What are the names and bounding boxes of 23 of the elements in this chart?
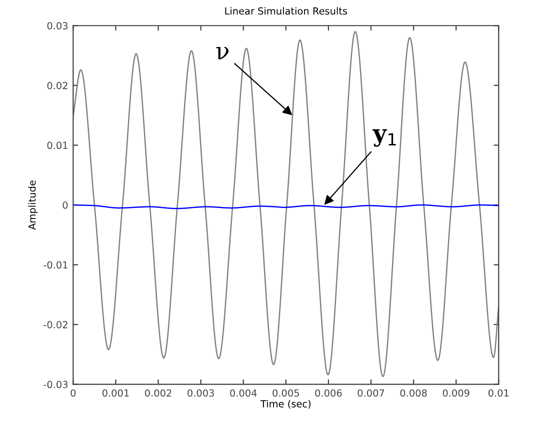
y-axis-title: Amplitude <box>28 180 38 230</box>
chart-title: Linear Simulation Results <box>225 7 348 15</box>
x-tick-label: 0.01 <box>488 389 509 397</box>
annotation: y$_{1}$ <box>372 129 396 147</box>
x-tick-label: 0.002 <box>144 389 172 397</box>
x-tick-label: 0.007 <box>358 389 384 397</box>
x-tick-label: 0.004 <box>230 389 257 397</box>
x-tick-label: 0.001 <box>102 389 129 397</box>
x-tick-label: 0.003 <box>188 389 214 397</box>
x-tick-label: 0.005 <box>272 389 299 397</box>
x-tick-label: 0.008 <box>400 389 427 397</box>
y-tick-label: -0.03 <box>44 380 68 388</box>
x-tick-label: 0 <box>70 389 76 397</box>
x-axis-title: Time (sec) <box>260 400 310 409</box>
y-tick-label: 0.03 <box>47 22 68 30</box>
y-tick-label: 0.01 <box>47 142 68 150</box>
y-tick-label: -0.02 <box>44 321 68 328</box>
annotation: ν <box>216 47 229 60</box>
y-tick-label: 0.02 <box>47 82 68 90</box>
y-tick-label: -0.01 <box>44 261 68 269</box>
y-tick-label: 0 <box>62 201 68 209</box>
x-tick-label: 0.006 <box>315 389 342 397</box>
x-tick-label: 0.009 <box>442 389 470 397</box>
